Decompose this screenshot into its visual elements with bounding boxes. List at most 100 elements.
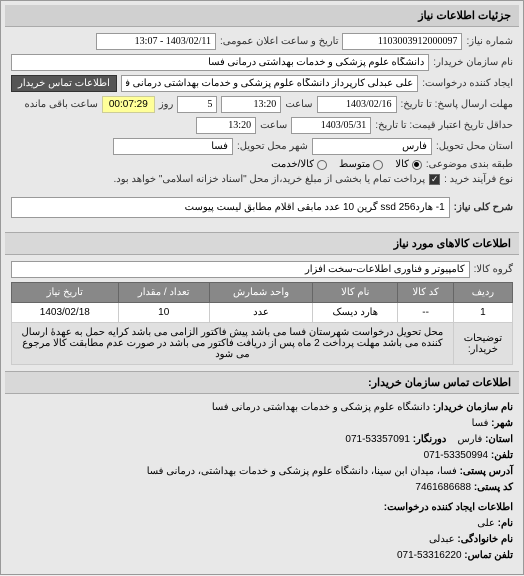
form-section: شماره نیاز: تاریخ و ساعت اعلان عمومی: نا… bbox=[5, 27, 519, 232]
buyer-input[interactable] bbox=[11, 54, 429, 71]
cell-qty: 10 bbox=[118, 303, 209, 323]
request-no-input[interactable] bbox=[342, 33, 462, 50]
explain-row: توضیحات خریدار: محل تحویل درخواست شهرستا… bbox=[12, 323, 513, 365]
radio-dot-icon bbox=[317, 160, 327, 170]
desc-box: 1- هارد256 ssd گرین 10 عدد مابقی اقلام م… bbox=[11, 197, 450, 218]
main-container: جزئیات اطلاعات نیاز شماره نیاز: تاریخ و … bbox=[0, 0, 524, 575]
org-label: نام سازمان خریدار: bbox=[433, 402, 513, 413]
deadline-date-input[interactable] bbox=[317, 96, 397, 113]
radio-kala[interactable]: کالا bbox=[395, 159, 422, 170]
c-name-value: علی bbox=[477, 518, 495, 529]
contact-button[interactable]: اطلاعات تماس خریدار bbox=[11, 75, 117, 92]
deadline-time-label: ساعت bbox=[285, 99, 312, 110]
c-fax-label: دورنگار: bbox=[413, 434, 447, 445]
city-input[interactable] bbox=[113, 138, 233, 155]
validity-time-input[interactable] bbox=[196, 117, 256, 134]
announce-input[interactable] bbox=[96, 33, 216, 50]
col-code: کد کالا bbox=[398, 283, 453, 303]
c-family-value: عبدلی bbox=[429, 534, 455, 545]
goods-section-title: اطلاعات کالاهای مورد نیاز bbox=[5, 232, 519, 255]
cell-code: -- bbox=[398, 303, 453, 323]
c-addr-value: فسا، میدان ابن سینا، دانشگاه علوم پزشکی … bbox=[147, 466, 457, 477]
contact-org: نام سازمان خریدار: دانشگاه علوم پزشکی و … bbox=[11, 400, 513, 416]
package-radio-group: کالا متوسط کالا/خدمت bbox=[271, 159, 422, 170]
row-desc: شرح کلی نیاز: 1- هارد256 ssd گرین 10 عدد… bbox=[11, 193, 513, 222]
contact-phone: تلفن: 071-53350994 bbox=[11, 448, 513, 464]
days-label: روز bbox=[159, 99, 174, 110]
process-label: نوع فرآیند خرید : bbox=[444, 174, 513, 185]
cell-unit: عدد bbox=[209, 303, 312, 323]
radio-kala-label: کالا bbox=[395, 159, 409, 170]
announce-label: تاریخ و ساعت اعلان عمومی: bbox=[220, 36, 339, 47]
contact-address: آدرس پستی: فسا، میدان ابن سینا، دانشگاه … bbox=[11, 464, 513, 480]
validity-label: حداقل تاریخ اعتبار قیمت: تا تاریخ: bbox=[375, 120, 513, 131]
table-header-row: ردیف کد کالا نام کالا واحد شمارش تعداد /… bbox=[12, 283, 513, 303]
c-prov-label: استان: bbox=[485, 434, 513, 445]
validity-time-label: ساعت bbox=[260, 120, 287, 131]
radio-dot-icon bbox=[373, 160, 383, 170]
c-family-label: نام خانوادگی: bbox=[457, 534, 513, 545]
contact-name: نام: علی bbox=[11, 516, 513, 532]
row-process: نوع فرآیند خرید : پرداخت تمام یا بخشی از… bbox=[11, 174, 513, 185]
deadline-time-input[interactable] bbox=[221, 96, 281, 113]
col-date: تاریخ نیاز bbox=[12, 283, 119, 303]
buyer-label: نام سازمان خریدار: bbox=[433, 57, 513, 68]
goods-table: ردیف کد کالا نام کالا واحد شمارش تعداد /… bbox=[11, 282, 513, 365]
row-package: طبقه بندی موضوعی: کالا متوسط کالا/خدمت bbox=[11, 159, 513, 170]
days-input[interactable] bbox=[177, 96, 217, 113]
package-label: طبقه بندی موضوعی: bbox=[426, 159, 513, 170]
col-unit: واحد شمارش bbox=[209, 283, 312, 303]
c-city-label: شهر: bbox=[491, 418, 513, 429]
table-row[interactable]: 1 -- هارد دیسک عدد 10 1403/02/18 bbox=[12, 303, 513, 323]
page-header: جزئیات اطلاعات نیاز bbox=[5, 5, 519, 27]
contact-family: نام خانوادگی: عبدلی bbox=[11, 532, 513, 548]
c-addr-label: آدرس پستی: bbox=[460, 466, 513, 477]
province-input[interactable] bbox=[312, 138, 432, 155]
row-buyer: نام سازمان خریدار: bbox=[11, 54, 513, 71]
row-location: استان محل تحویل: شهر محل تحویل: bbox=[11, 138, 513, 155]
explain-label-cell: توضیحات خریدار: bbox=[453, 323, 512, 365]
contact-province-fax: استان: فارس دورنگار: 071-53357091 bbox=[11, 432, 513, 448]
c-postal-value: 7461686688 bbox=[415, 482, 471, 493]
group-input[interactable] bbox=[11, 261, 470, 278]
contact-postal: کد پستی: 7461686688 bbox=[11, 480, 513, 496]
creator-subsection: اطلاعات ایجاد کننده درخواست: bbox=[11, 500, 513, 516]
request-no-label: شماره نیاز: bbox=[466, 36, 513, 47]
validity-date-input[interactable] bbox=[291, 117, 371, 134]
org-value: دانشگاه علوم پزشکی و خدمات بهداشتی درمان… bbox=[212, 402, 430, 413]
creator-input[interactable] bbox=[121, 75, 418, 92]
remaining-label: ساعت باقی مانده bbox=[24, 99, 97, 110]
group-label: گروه کالا: bbox=[474, 264, 513, 275]
row-creator: ایجاد کننده درخواست: اطلاعات تماس خریدار bbox=[11, 75, 513, 92]
row-validity: حداقل تاریخ اعتبار قیمت: تا تاریخ: ساعت bbox=[11, 117, 513, 134]
c-prov-value: فارس bbox=[457, 434, 482, 445]
explain-text-cell: محل تحویل درخواست شهرستان فسا می باشد پی… bbox=[12, 323, 454, 365]
remaining-timer: 00:07:29 bbox=[102, 96, 155, 113]
c-name-label: نام: bbox=[498, 518, 513, 529]
creator-label: ایجاد کننده درخواست: bbox=[422, 78, 513, 89]
c-postal-label: کد پستی: bbox=[474, 482, 513, 493]
goods-section: گروه کالا: ردیف کد کالا نام کالا واحد شم… bbox=[5, 255, 519, 371]
c-phone-value: 071-53350994 bbox=[424, 448, 489, 464]
process-checkbox[interactable] bbox=[429, 174, 440, 185]
c-city-value: فسا bbox=[472, 418, 489, 429]
col-name: نام کالا bbox=[313, 283, 398, 303]
cell-row: 1 bbox=[453, 303, 512, 323]
c-tel-value: 071-53316220 bbox=[397, 548, 462, 564]
row-group: گروه کالا: bbox=[11, 261, 513, 278]
process-note: پرداخت تمام یا بخشی از مبلغ خرید،از محل … bbox=[114, 174, 426, 185]
province-label: استان محل تحویل: bbox=[436, 141, 513, 152]
radio-item-label: کالا/خدمت bbox=[271, 159, 314, 170]
col-qty: تعداد / مقدار bbox=[118, 283, 209, 303]
c-tel-label: تلفن تماس: bbox=[464, 550, 513, 561]
row-deadline: مهلت ارسال پاسخ: تا تاریخ: ساعت روز 00:0… bbox=[11, 96, 513, 113]
radio-item[interactable]: کالا/خدمت bbox=[271, 159, 327, 170]
radio-mid[interactable]: متوسط bbox=[339, 159, 383, 170]
contact-section: نام سازمان خریدار: دانشگاه علوم پزشکی و … bbox=[5, 394, 519, 570]
desc-label: شرح کلی نیاز: bbox=[454, 202, 513, 213]
contact-city: شهر: فسا bbox=[11, 416, 513, 432]
c-fax-value: 071-53357091 bbox=[345, 432, 410, 448]
c-phone-label: تلفن: bbox=[491, 450, 513, 461]
cell-name: هارد دیسک bbox=[313, 303, 398, 323]
col-row: ردیف bbox=[453, 283, 512, 303]
